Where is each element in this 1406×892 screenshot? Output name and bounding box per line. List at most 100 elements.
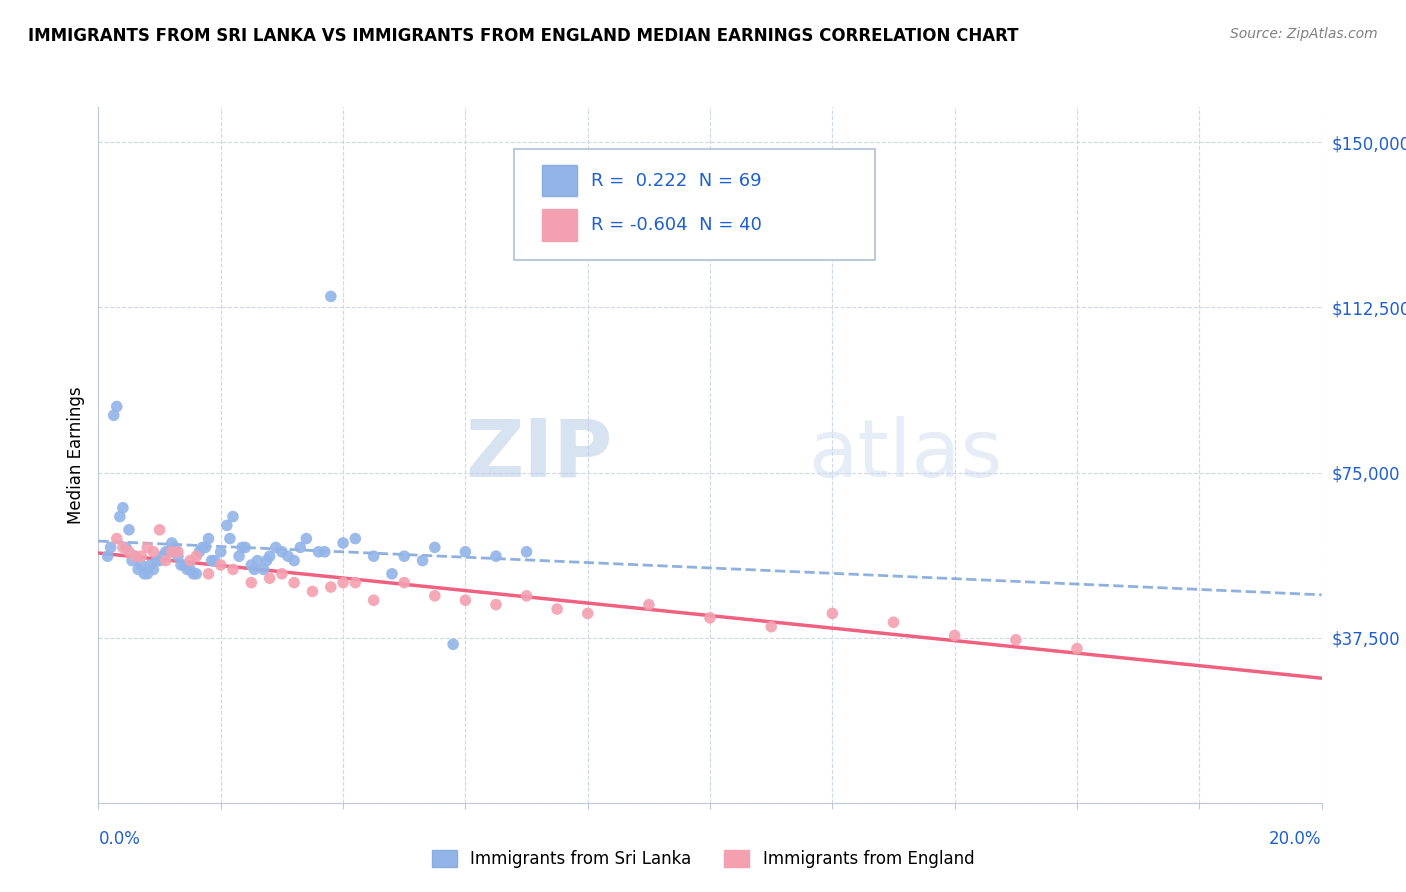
Point xyxy=(197,566,219,581)
Point xyxy=(103,409,125,423)
Point xyxy=(546,602,568,616)
Point xyxy=(139,558,162,572)
Point xyxy=(423,589,446,603)
Text: ZIP: ZIP xyxy=(465,416,612,494)
Point xyxy=(163,541,186,555)
Point xyxy=(188,545,211,559)
Point xyxy=(301,584,323,599)
Point xyxy=(454,545,477,559)
Text: Source: ZipAtlas.com: Source: ZipAtlas.com xyxy=(1230,27,1378,41)
Text: R = -0.604  N = 40: R = -0.604 N = 40 xyxy=(592,217,762,235)
Point xyxy=(283,575,305,590)
Point xyxy=(699,611,721,625)
Point xyxy=(176,562,198,576)
Point xyxy=(155,553,177,567)
Point xyxy=(240,558,263,572)
Point xyxy=(136,566,159,581)
Point xyxy=(121,553,143,567)
FancyBboxPatch shape xyxy=(515,149,875,260)
Point xyxy=(259,549,281,564)
Point xyxy=(134,566,156,581)
Point xyxy=(115,541,138,555)
Point xyxy=(222,562,245,576)
Point xyxy=(118,545,141,559)
Point xyxy=(295,532,318,546)
Legend: Immigrants from Sri Lanka, Immigrants from England: Immigrants from Sri Lanka, Immigrants fr… xyxy=(425,843,981,875)
Point xyxy=(111,541,134,555)
Point xyxy=(270,545,294,559)
Point xyxy=(332,536,354,550)
Point xyxy=(259,571,281,585)
Point xyxy=(240,575,263,590)
Point xyxy=(264,541,287,555)
Point xyxy=(194,541,217,555)
Point xyxy=(290,541,312,555)
Point xyxy=(381,566,404,581)
Point xyxy=(149,553,172,567)
Point xyxy=(209,558,232,572)
Point xyxy=(179,562,201,576)
Point xyxy=(186,566,208,581)
Point xyxy=(485,549,508,564)
Point xyxy=(142,562,165,576)
Point xyxy=(118,523,141,537)
Point xyxy=(1004,632,1026,647)
Point xyxy=(127,562,149,576)
Point xyxy=(170,558,193,572)
Point xyxy=(344,532,367,546)
Point xyxy=(246,553,269,567)
Point xyxy=(111,500,134,515)
Point xyxy=(124,549,146,564)
Point xyxy=(319,289,342,303)
Point xyxy=(157,545,180,559)
Point xyxy=(412,553,434,567)
Text: 0.0%: 0.0% xyxy=(98,830,141,847)
Point xyxy=(637,598,661,612)
Point xyxy=(167,549,190,564)
Point xyxy=(145,553,167,567)
Point xyxy=(100,541,122,555)
Point xyxy=(142,545,165,559)
Point xyxy=(516,589,538,603)
Text: R =  0.222  N = 69: R = 0.222 N = 69 xyxy=(592,172,762,190)
Point xyxy=(219,532,242,546)
Point xyxy=(277,549,299,564)
Point xyxy=(129,558,152,572)
Point xyxy=(256,553,278,567)
Point xyxy=(485,598,508,612)
Point xyxy=(516,545,538,559)
Point xyxy=(173,558,195,572)
Point xyxy=(200,553,222,567)
Point xyxy=(105,400,128,414)
Point xyxy=(576,607,599,621)
Point xyxy=(222,509,245,524)
Point xyxy=(204,553,226,567)
Point xyxy=(160,536,183,550)
Point xyxy=(160,545,183,559)
Point xyxy=(821,607,844,621)
Point xyxy=(186,549,208,564)
Point xyxy=(392,575,416,590)
Text: atlas: atlas xyxy=(808,416,1002,494)
Point xyxy=(252,562,274,576)
Point xyxy=(228,549,250,564)
Point xyxy=(136,541,159,555)
Point xyxy=(105,532,128,546)
Point xyxy=(231,541,253,555)
Point xyxy=(197,532,219,546)
Point xyxy=(97,549,120,564)
Point xyxy=(441,637,464,651)
Point xyxy=(363,593,385,607)
Point xyxy=(943,628,966,642)
Point xyxy=(319,580,342,594)
Point xyxy=(155,545,177,559)
Point xyxy=(283,553,305,567)
Text: IMMIGRANTS FROM SRI LANKA VS IMMIGRANTS FROM ENGLAND MEDIAN EARNINGS CORRELATION: IMMIGRANTS FROM SRI LANKA VS IMMIGRANTS … xyxy=(28,27,1018,45)
Point xyxy=(761,620,783,634)
Point xyxy=(215,518,238,533)
Point xyxy=(314,545,336,559)
Point xyxy=(179,553,201,567)
Point xyxy=(270,566,294,581)
Point xyxy=(191,541,214,555)
Point xyxy=(1066,641,1088,656)
